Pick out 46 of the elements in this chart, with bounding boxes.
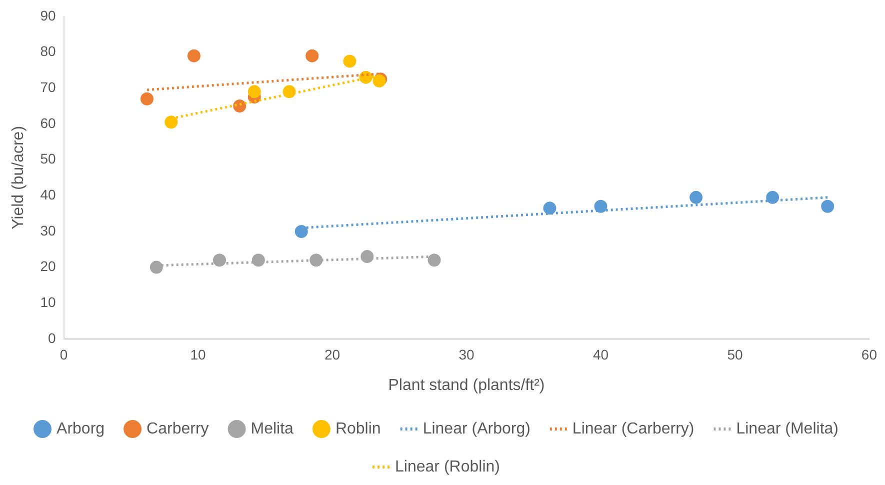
legend-label: Melita (250, 420, 294, 438)
y-axis-title: Yield (bu/acre) (10, 126, 28, 230)
x-tick-label: 40 (592, 346, 609, 362)
legend-label: Linear (Roblin) (395, 458, 500, 476)
point (428, 254, 441, 267)
y-tick-label: 90 (40, 7, 56, 24)
point (252, 254, 265, 267)
y-tick-label: 80 (40, 43, 56, 60)
point (766, 190, 780, 204)
x-tick-label: 60 (861, 346, 878, 362)
point (233, 100, 246, 113)
legend-label: Carberry (146, 420, 209, 438)
legend-label: Arborg (56, 420, 105, 438)
x-tick-label: 0 (60, 346, 68, 362)
point (212, 254, 226, 267)
y-tick-label: 0 (48, 330, 56, 346)
point (150, 260, 163, 274)
y-tick-label: 10 (40, 294, 56, 310)
legend-label: Linear (Melita) (736, 420, 838, 438)
point (543, 202, 556, 215)
y-tick-label: 20 (40, 258, 56, 274)
point (690, 190, 703, 204)
x-tick-label: 30 (458, 346, 474, 362)
point (187, 49, 200, 62)
point (306, 49, 319, 62)
point (594, 200, 608, 213)
y-tick-label: 40 (40, 186, 56, 202)
point (140, 92, 154, 106)
y-tick-label: 50 (40, 150, 56, 167)
point (248, 85, 261, 98)
x-tick-label: 50 (727, 346, 743, 362)
y-tick-label: 70 (40, 78, 56, 95)
legend-label: Linear (Arborg) (422, 420, 530, 438)
point (310, 254, 323, 267)
legend-label: Linear (Carberry) (572, 420, 694, 438)
point (343, 54, 356, 68)
point (294, 224, 308, 238)
legend-label: Roblin (335, 420, 381, 438)
point (164, 116, 178, 129)
x-tick-label: 10 (190, 346, 206, 362)
y-tick-label: 60 (40, 114, 56, 131)
point (282, 85, 296, 98)
x-axis-title: Plant stand (plants/ft²) (388, 376, 545, 394)
point (821, 200, 834, 213)
x-tick-label: 20 (324, 346, 340, 362)
y-tick-label: 30 (40, 222, 56, 238)
